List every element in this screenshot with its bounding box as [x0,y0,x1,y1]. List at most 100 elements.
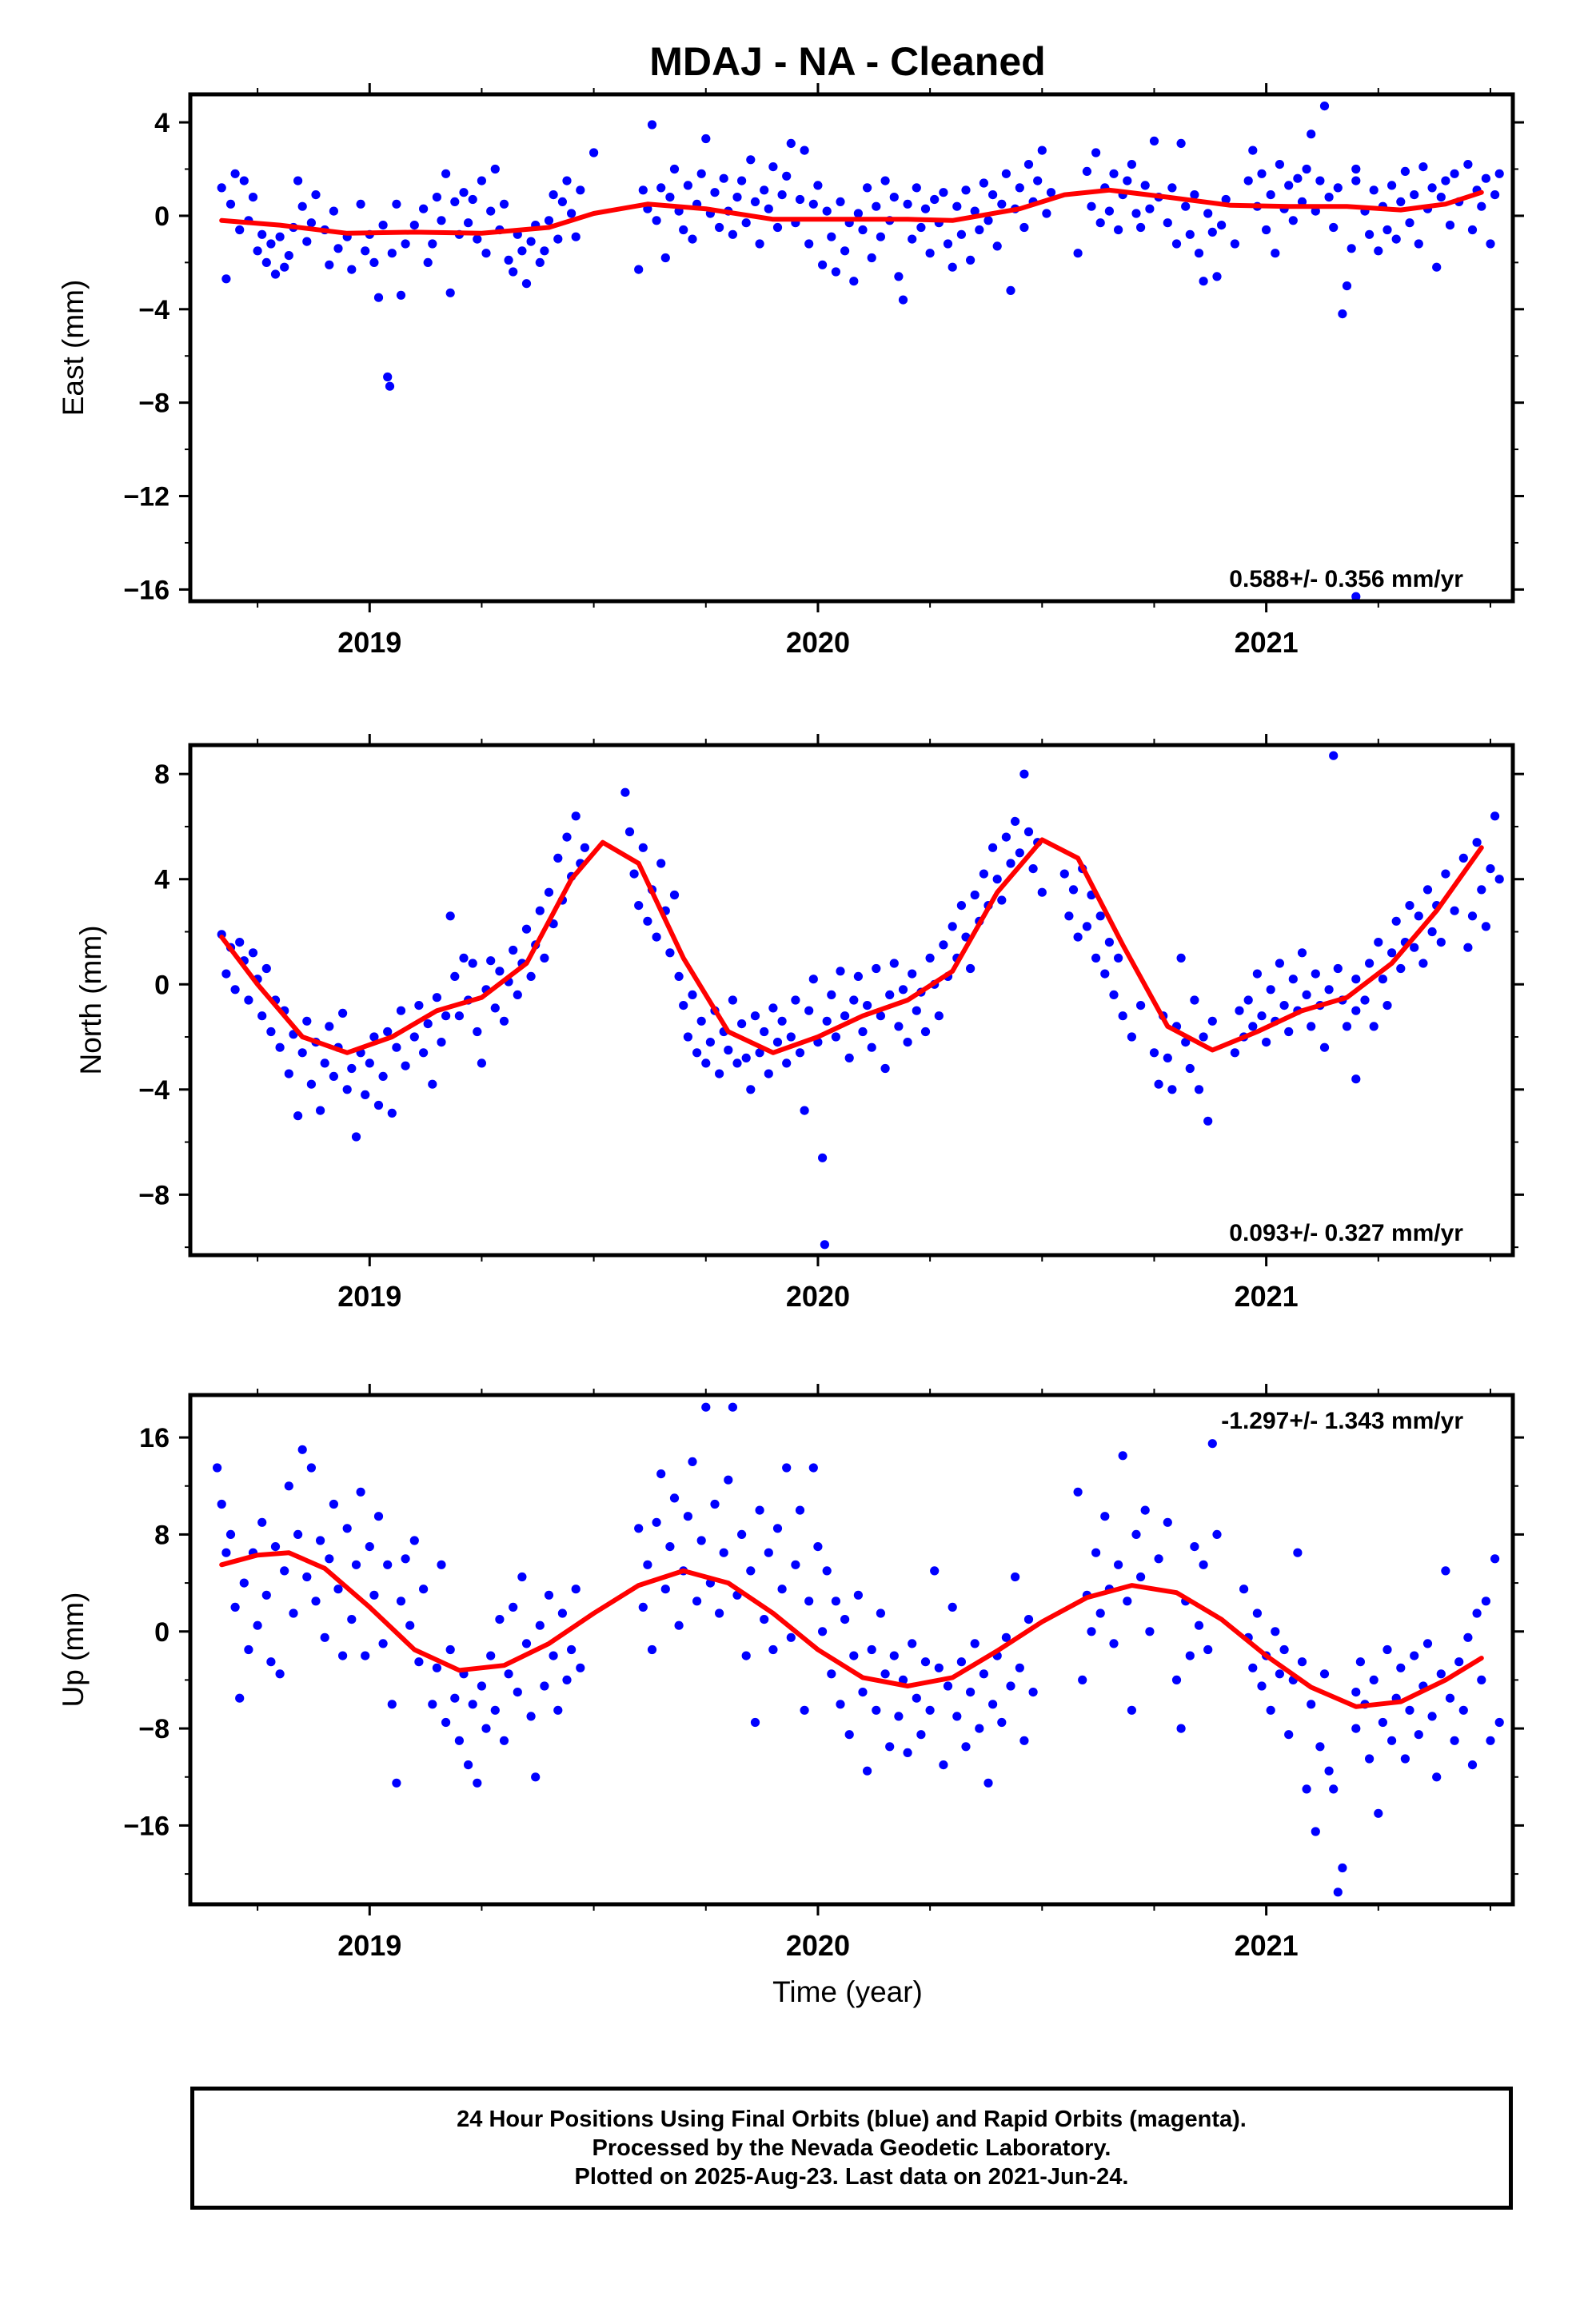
data-point [1230,239,1239,249]
data-point [275,1669,285,1679]
data-point [705,1038,716,1047]
data-point [468,959,477,968]
data-point [724,1475,733,1485]
data-point [490,1705,500,1715]
data-point [217,1499,226,1509]
data-point [984,1778,993,1788]
data-point [1015,848,1024,858]
data-point [316,1536,325,1545]
data-point [956,901,966,911]
data-point [1257,169,1267,178]
data-point [266,1657,276,1667]
data-point [1271,1627,1280,1636]
data-point [920,1657,931,1667]
data-point [979,178,988,188]
data-point [643,916,652,926]
data-point [432,1663,442,1672]
data-point [464,1760,473,1770]
data-point [795,1048,805,1058]
data-point [620,787,630,797]
data-point [1131,209,1141,218]
data-point [925,953,935,963]
data-point [1315,176,1325,185]
data-point [1015,1663,1024,1672]
data-point [912,183,921,193]
data-point [1297,1657,1307,1667]
data-point [755,239,764,249]
data-point [1114,1560,1123,1569]
data-point [1199,277,1208,286]
data-point [445,911,455,921]
data-point [679,1001,688,1011]
data-point [844,1730,854,1740]
data-point [1494,169,1504,178]
data-point [1347,244,1356,253]
data-point [1145,204,1155,213]
data-point [1181,1038,1191,1047]
data-point [257,229,267,239]
data-point [1374,246,1383,256]
data-point [1422,1639,1433,1648]
data-point [1167,1085,1177,1094]
data-point [970,1639,980,1648]
data-point [660,1585,670,1594]
data-point [688,1457,697,1466]
points-north [217,751,1504,1250]
data-point [872,1705,881,1715]
data-point [441,1717,451,1728]
x-tick-label: 2020 [786,1929,850,1962]
data-point [638,185,648,195]
data-point [988,1700,998,1709]
data-point [715,1069,724,1078]
data-point [329,1499,338,1509]
data-point [409,1032,419,1042]
data-point [544,887,554,897]
data-point [441,1011,451,1021]
data-point [1436,193,1446,202]
data-point [1279,1001,1289,1011]
data-point [544,216,554,225]
data-point [428,1700,437,1709]
data-point [562,1675,572,1684]
data-point [880,176,890,185]
data-point [1203,1116,1213,1126]
data-point [997,895,1007,905]
data-point [1104,938,1114,947]
data-point [952,201,962,211]
data-point [772,1524,783,1533]
data-point [1405,1705,1414,1715]
data-point [1481,922,1490,931]
data-point [1190,190,1199,200]
data-point [1297,197,1307,206]
data-point [284,251,293,261]
data-point [329,1071,338,1081]
data-point [1324,985,1334,995]
data-point [683,1032,693,1042]
data-point [351,1132,361,1142]
data-point [863,183,872,193]
data-point [728,229,738,239]
data-point [669,164,680,174]
data-point [1123,1597,1132,1606]
data-point [764,1548,773,1557]
data-point [863,1001,872,1011]
data-point [445,288,455,297]
data-point [401,1554,410,1564]
data-point [800,1106,809,1115]
data-point [445,1644,455,1655]
data-point [1275,959,1284,968]
data-point [997,1717,1007,1728]
data-point [1369,1022,1379,1031]
data-point [1436,938,1446,947]
data-point [1019,222,1029,233]
data-point [473,1778,482,1788]
data-point [477,176,487,185]
data-point [1351,1724,1361,1733]
fit-line [219,837,1484,1055]
data-point [1154,1554,1163,1564]
data-point [1405,218,1414,228]
data-point [1163,1053,1172,1062]
data-point [342,1524,352,1533]
data-point [230,985,240,995]
data-point [261,963,271,974]
